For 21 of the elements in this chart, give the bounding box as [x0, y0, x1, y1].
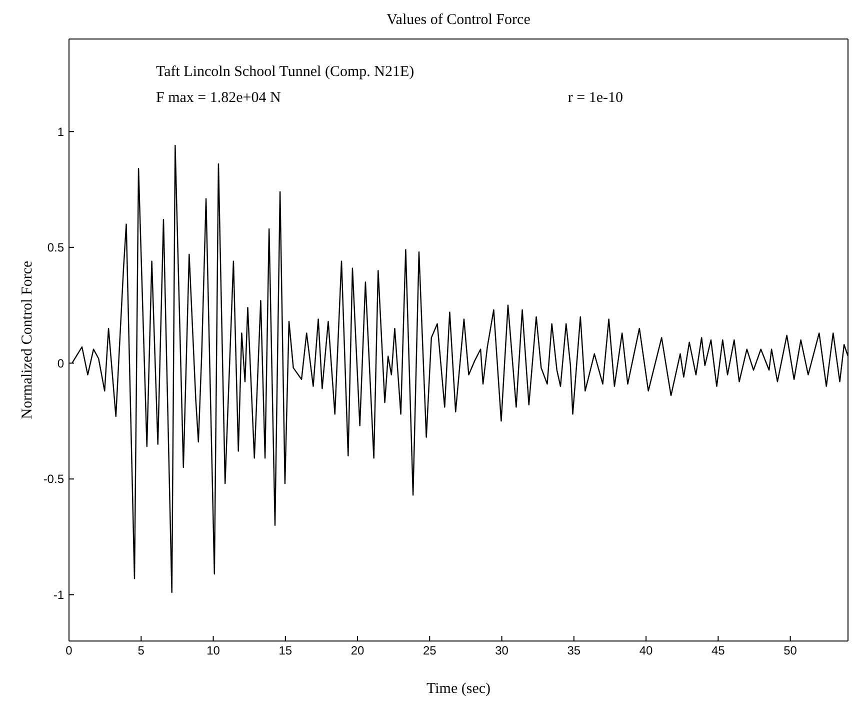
- y-tick-label: 1: [57, 124, 64, 139]
- x-tick-label: 15: [278, 644, 292, 658]
- x-tick-label: 35: [567, 644, 581, 658]
- annotation: Taft Lincoln School Tunnel (Comp. N21E): [156, 64, 414, 81]
- chart-title: Values of Control Force: [386, 12, 532, 29]
- x-axis-title: Time (sec): [426, 681, 491, 697]
- x-tick-label: 40: [639, 644, 654, 658]
- y-tick-label: 0: [57, 356, 64, 370]
- x-tick-label: 45: [711, 644, 726, 658]
- x-tick-label: 20: [350, 644, 365, 658]
- x-tick-label: 10: [206, 644, 220, 658]
- x-tick-label: 50: [784, 644, 798, 658]
- annotation: F max = 1.82e+04 N: [156, 90, 281, 107]
- y-tick-label: 0.5: [47, 240, 64, 255]
- y-axis-title: Normalized Control Force: [19, 260, 36, 420]
- x-tick-label: 30: [495, 644, 509, 658]
- x-tick-label: 25: [422, 644, 437, 658]
- y-tick-label: -0.5: [43, 472, 64, 486]
- annotation: r = 1e-10: [568, 90, 623, 107]
- x-tick-label: 5: [138, 644, 145, 658]
- y-tick-label: -1: [53, 588, 64, 602]
